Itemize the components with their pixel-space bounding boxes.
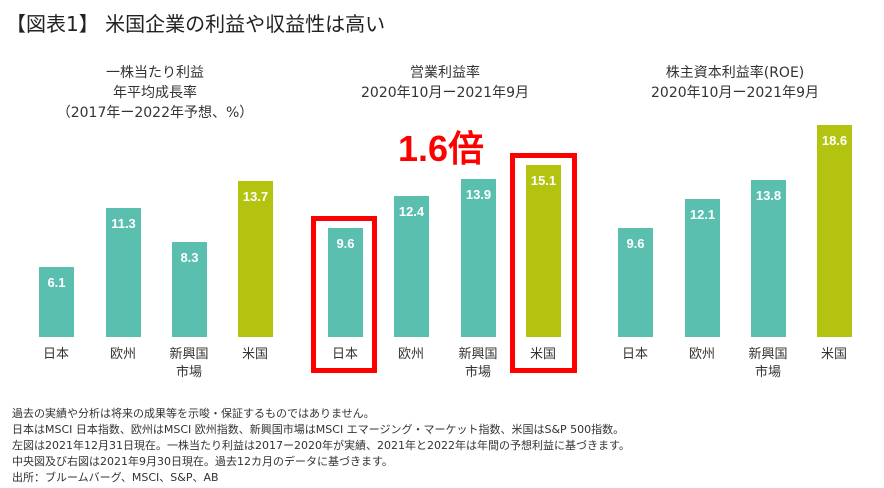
bar [526, 164, 561, 337]
data-label: 9.6 [336, 235, 355, 251]
chart-title-line: 年平均成長率 [113, 85, 197, 101]
data-label: 11.3 [111, 216, 136, 232]
data-label: 13.8 [755, 187, 782, 203]
data-label: 13.7 [242, 188, 269, 204]
bar [685, 199, 720, 337]
chart-title-line: 一株当たり利益 [106, 65, 204, 81]
category-label: 欧州 [109, 347, 136, 362]
bar [328, 227, 363, 337]
data-label: 8.3 [180, 250, 199, 266]
chart-title-line: 2020年10月ー2021年9月 [361, 85, 529, 101]
figure-title: 【図表1】 米国企業の利益や収益性は高い [6, 12, 386, 36]
data-label: 6.1 [47, 275, 66, 291]
chart-title-line: 株主資本利益率(ROE) [665, 65, 805, 81]
bar [751, 179, 786, 337]
category-label: 日本 [621, 347, 648, 362]
bar [461, 178, 496, 337]
footnote: 日本はMSCI 日本指数、欧州はMSCI 欧州指数、新興国市場はMSCI エマー… [12, 423, 625, 436]
bar [172, 242, 207, 337]
bar [817, 124, 852, 337]
data-label: 18.6 [821, 132, 848, 148]
bar [618, 227, 653, 337]
category-label: 日本 [331, 347, 358, 362]
category-label: 新興国 市場 [748, 347, 788, 380]
chart-title: 一株当たり利益 年平均成長率 （2017年ー2022年予想、%） [25, 63, 285, 123]
category-label: 新興国 市場 [169, 347, 209, 380]
bar [394, 195, 429, 337]
chart-title-line: 営業利益率 [410, 65, 480, 81]
category-label: 米国 [820, 347, 847, 362]
bar [106, 208, 141, 337]
footnote: 出所：ブルームバーグ、MSCI、S&P、AB [12, 471, 219, 484]
data-label: 12.1 [689, 207, 716, 223]
data-label: 13.9 [465, 186, 492, 202]
category-label: 欧州 [397, 347, 424, 362]
highlight-box [510, 153, 577, 373]
footnote: 左図は2021年12月31日現在。一株当たり利益は2017ー2020年が実績、2… [12, 439, 630, 452]
highlight-box [311, 216, 377, 373]
data-label: 12.4 [398, 203, 425, 219]
multiplier-annotation: 1.6倍 [398, 128, 485, 169]
footnotes: 過去の実績や分析は将来の成果等を示唆・保証するものではありません。 日本はMSC… [12, 406, 630, 486]
bar [39, 267, 74, 337]
chart-title-line: （2017年ー2022年予想、%） [56, 105, 254, 121]
category-label: 米国 [241, 347, 268, 362]
bar [238, 180, 273, 337]
category-label: 新興国 市場 [458, 347, 498, 380]
data-label: 9.6 [626, 235, 645, 251]
footnote: 過去の実績や分析は将来の成果等を示唆・保証するものではありません。 [12, 407, 375, 420]
footnote: 中央図及び右図は2021年9月30日現在。過去12カ月のデータに基づきます。 [12, 455, 393, 468]
category-label: 日本 [42, 347, 69, 362]
chart-title-line: 2020年10月ー2021年9月 [651, 85, 819, 101]
category-label: 欧州 [688, 347, 715, 362]
chart-title: 営業利益率 2020年10月ー2021年9月 [315, 63, 575, 103]
data-label: 15.1 [530, 172, 557, 188]
category-label: 米国 [529, 347, 556, 362]
chart-title: 株主資本利益率(ROE) 2020年10月ー2021年9月 [605, 63, 865, 103]
